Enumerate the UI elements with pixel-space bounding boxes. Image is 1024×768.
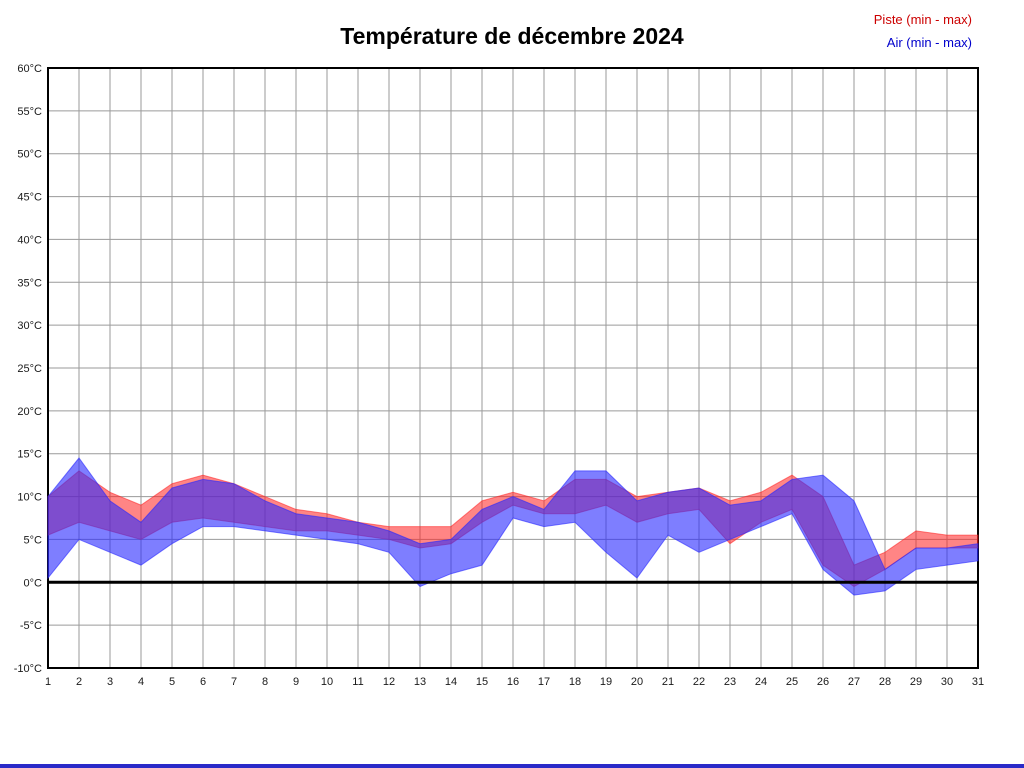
x-tick-label: 29: [910, 676, 922, 688]
y-tick-label: -10°C: [14, 663, 42, 675]
x-tick-label: 14: [445, 676, 457, 688]
chart-title: Température de décembre 2024: [340, 23, 684, 49]
x-tick-label: 15: [476, 676, 488, 688]
plot-area: -10°C -5°C 0°C 5°C 10°C 15°C 20°C 25°C 30°C 35°C 4…: [14, 63, 984, 688]
y-tick-label: 40°C: [17, 234, 42, 246]
y-tick-label: 20°C: [17, 406, 42, 418]
x-tick-label: 17: [538, 676, 550, 688]
x-tick-label: 4: [138, 676, 144, 688]
x-tick-label: 6: [200, 676, 206, 688]
x-tick-label: 2: [76, 676, 82, 688]
x-tick-label: 8: [262, 676, 268, 688]
x-tick-label: 24: [755, 676, 767, 688]
x-tick-label: 21: [662, 676, 674, 688]
x-tick-label: 7: [231, 676, 237, 688]
y-tick-label: 30°C: [17, 320, 42, 332]
x-tick-label: 1: [45, 676, 51, 688]
y-tick-label: 35°C: [17, 277, 42, 289]
x-tick-label: 9: [293, 676, 299, 688]
y-tick-label: 5°C: [24, 534, 43, 546]
y-tick-label: 60°C: [17, 63, 42, 75]
x-tick-label: 25: [786, 676, 798, 688]
x-tick-label: 11: [352, 676, 363, 688]
x-tick-label: 27: [848, 676, 860, 688]
y-tick-label: 0°C: [24, 577, 43, 589]
y-tick-label: 10°C: [17, 492, 42, 504]
x-tick-label: 19: [600, 676, 612, 688]
x-tick-label: 10: [321, 676, 333, 688]
y-tick-label: 15°C: [17, 449, 42, 461]
x-tick-label: 12: [383, 676, 395, 688]
plot-border: [47, 67, 979, 669]
x-tick-label: 18: [569, 676, 581, 688]
x-tick-label: 30: [941, 676, 953, 688]
x-tick-label: 23: [724, 676, 736, 688]
x-tick-label: 22: [693, 676, 705, 688]
x-tick-label: 31: [972, 676, 984, 688]
y-tick-label: -5°C: [20, 620, 42, 632]
bottom-bar: [0, 764, 1024, 768]
y-tick-label: 25°C: [17, 363, 42, 375]
x-tick-label: 3: [107, 676, 113, 688]
x-tick-label: 26: [817, 676, 829, 688]
legend-air-label: Air (min - max): [887, 35, 972, 50]
y-tick-label: 50°C: [17, 149, 42, 161]
y-tick-label: 55°C: [17, 106, 42, 118]
x-tick-label: 28: [879, 676, 891, 688]
x-tick-label: 5: [169, 676, 175, 688]
x-tick-label: 16: [507, 676, 519, 688]
legend-piste-label: Piste (min - max): [874, 12, 972, 27]
y-tick-label: 45°C: [17, 192, 42, 204]
x-tick-label: 20: [631, 676, 643, 688]
x-tick-label: 13: [414, 676, 426, 688]
